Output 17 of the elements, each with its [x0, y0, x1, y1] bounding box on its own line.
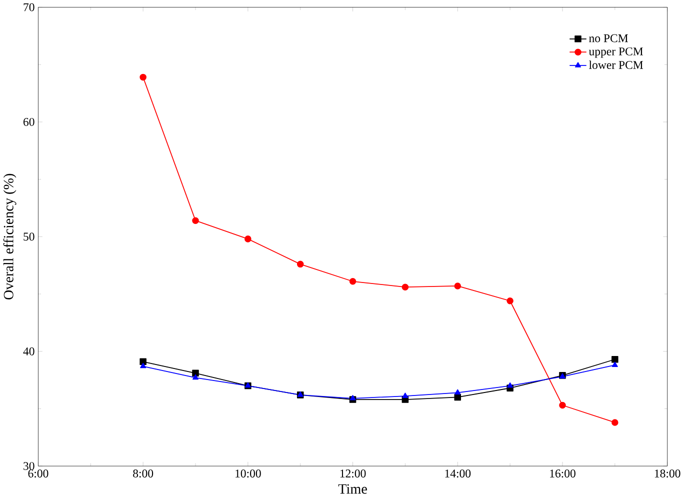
x-axis-title: Time — [338, 484, 367, 494]
legend-label: no PCM — [589, 34, 628, 42]
legend-label: lower PCM — [589, 60, 643, 69]
y-tick-label: 70 — [24, 3, 34, 12]
y-axis-title: Overall efficiency (%) — [3, 174, 16, 300]
y-tick-label: 60 — [24, 118, 34, 126]
legend-label: upper PCM — [588, 47, 643, 58]
x-tick-label: 6:00 — [28, 470, 48, 478]
x-tick-label: 18:00 — [654, 470, 680, 478]
x-tick-label: 10:00 — [236, 470, 261, 478]
x-tick-label: 8:00 — [133, 470, 154, 478]
x-tick-label: 12:00 — [340, 470, 366, 478]
y-tick-label: 50 — [24, 232, 34, 241]
x-tick-label: 14:00 — [445, 470, 471, 478]
y-tick-label: 40 — [23, 347, 34, 356]
y-tick-label: 30 — [24, 462, 34, 470]
x-tick-label: 16:00 — [550, 470, 576, 478]
